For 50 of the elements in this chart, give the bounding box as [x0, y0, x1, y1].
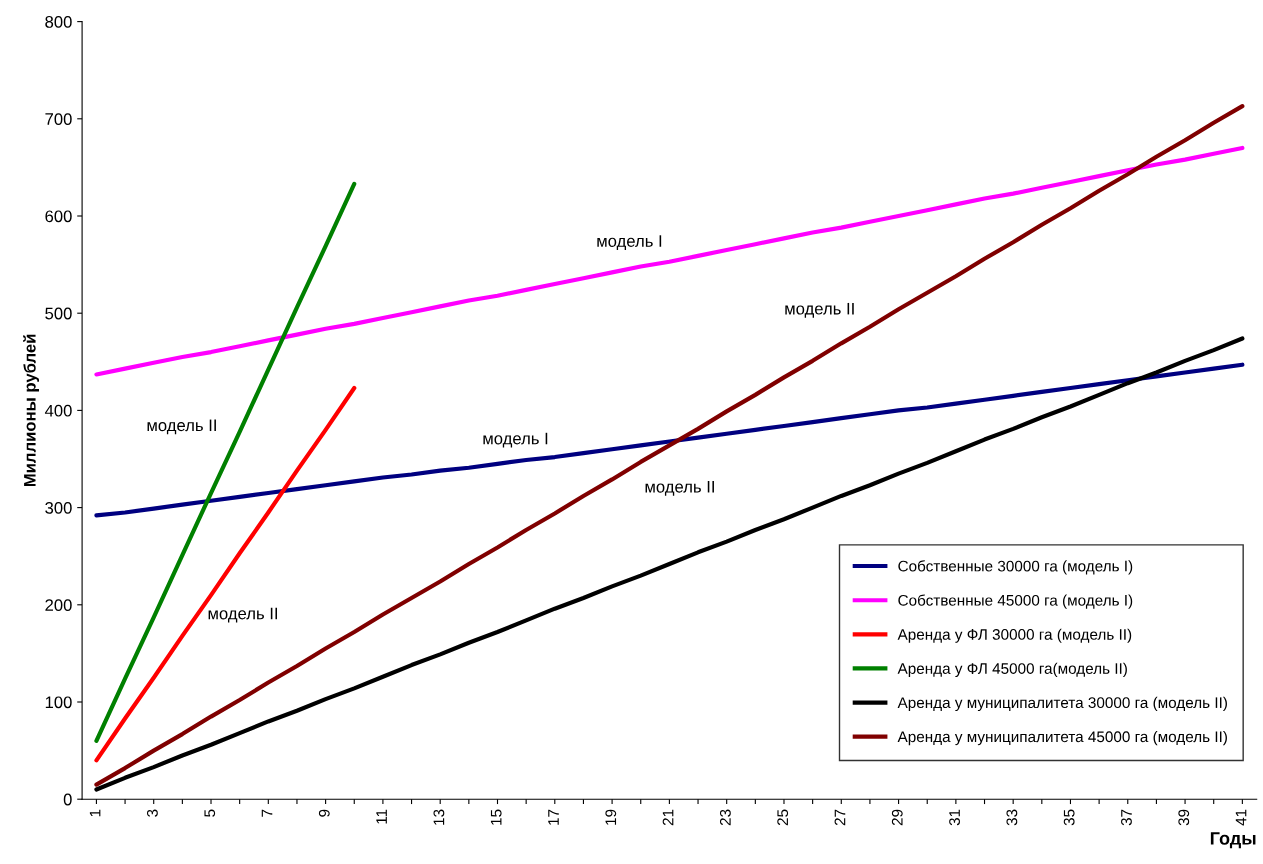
- y-tick-label: 100: [45, 696, 72, 709]
- legend-label: Аренда у ФЛ 45000 га(модель II): [897, 662, 1127, 677]
- line-series: [94, 336, 1245, 792]
- x-tick-label: 29: [891, 809, 903, 826]
- legend-label: Собственные 30000 га (модель I): [898, 560, 1133, 575]
- y-tick-label: 500: [45, 307, 72, 320]
- legend-label: Аренда у муниципалитета 45000 га (модель II): [897, 730, 1227, 746]
- x-tick-label: 27: [834, 809, 846, 826]
- x-tick-label: 1: [89, 809, 101, 817]
- y-tick-label: 700: [45, 113, 72, 125]
- y-tick-label: 0: [63, 793, 72, 806]
- x-tick-label: 39: [1178, 809, 1190, 826]
- x-tick-label: 9: [318, 809, 330, 817]
- y-tick-label: 600: [45, 210, 72, 223]
- y-axis-title: Миллионы рублей: [23, 334, 40, 487]
- annotation: модель II: [147, 419, 216, 435]
- x-tick-label: 33: [1006, 809, 1018, 826]
- annotation: модель I: [597, 235, 662, 251]
- x-axis-title: Годы: [1210, 832, 1256, 849]
- legend-label: Собственные 45000 га (модель I): [898, 594, 1133, 609]
- x-tick-label: 11: [376, 809, 387, 824]
- annotation: модель II: [785, 302, 854, 318]
- x-tick-label: 31: [949, 809, 960, 826]
- x-tick-label: 19: [605, 809, 617, 825]
- line-series: [94, 362, 1245, 518]
- x-tick-label: 3: [147, 809, 158, 817]
- x-tick-label: 35: [1063, 809, 1075, 826]
- line-series: [94, 145, 1245, 377]
- y-tick-label: 800: [45, 16, 72, 28]
- x-tick-label: 5: [204, 809, 216, 817]
- x-tick-label: 13: [433, 809, 445, 825]
- x-tick-label: 23: [719, 809, 731, 826]
- line-series: [94, 385, 357, 763]
- x-tick-label: 37: [1121, 809, 1132, 826]
- y-tick-label: 200: [45, 599, 72, 611]
- annotation: модель I: [483, 432, 548, 448]
- x-tick-label: 7: [261, 809, 273, 817]
- x-tick-label: 41: [1235, 809, 1247, 826]
- annotation: модель II: [208, 607, 278, 623]
- legend-label: Аренда у муниципалитета 30000 га (модель II): [897, 696, 1227, 712]
- line-series: [94, 181, 357, 743]
- x-tick-label: 21: [662, 809, 674, 826]
- line-series: [94, 104, 1245, 787]
- annotation: модель II: [645, 481, 714, 496]
- y-tick-label: 300: [45, 502, 72, 514]
- x-tick-label: 15: [490, 809, 502, 825]
- x-tick-label: 25: [777, 809, 789, 826]
- y-tick-label: 400: [44, 404, 72, 417]
- x-tick-label: 17: [548, 809, 559, 825]
- legend-label: Аренда у ФЛ 30000 га (модель II): [897, 628, 1132, 643]
